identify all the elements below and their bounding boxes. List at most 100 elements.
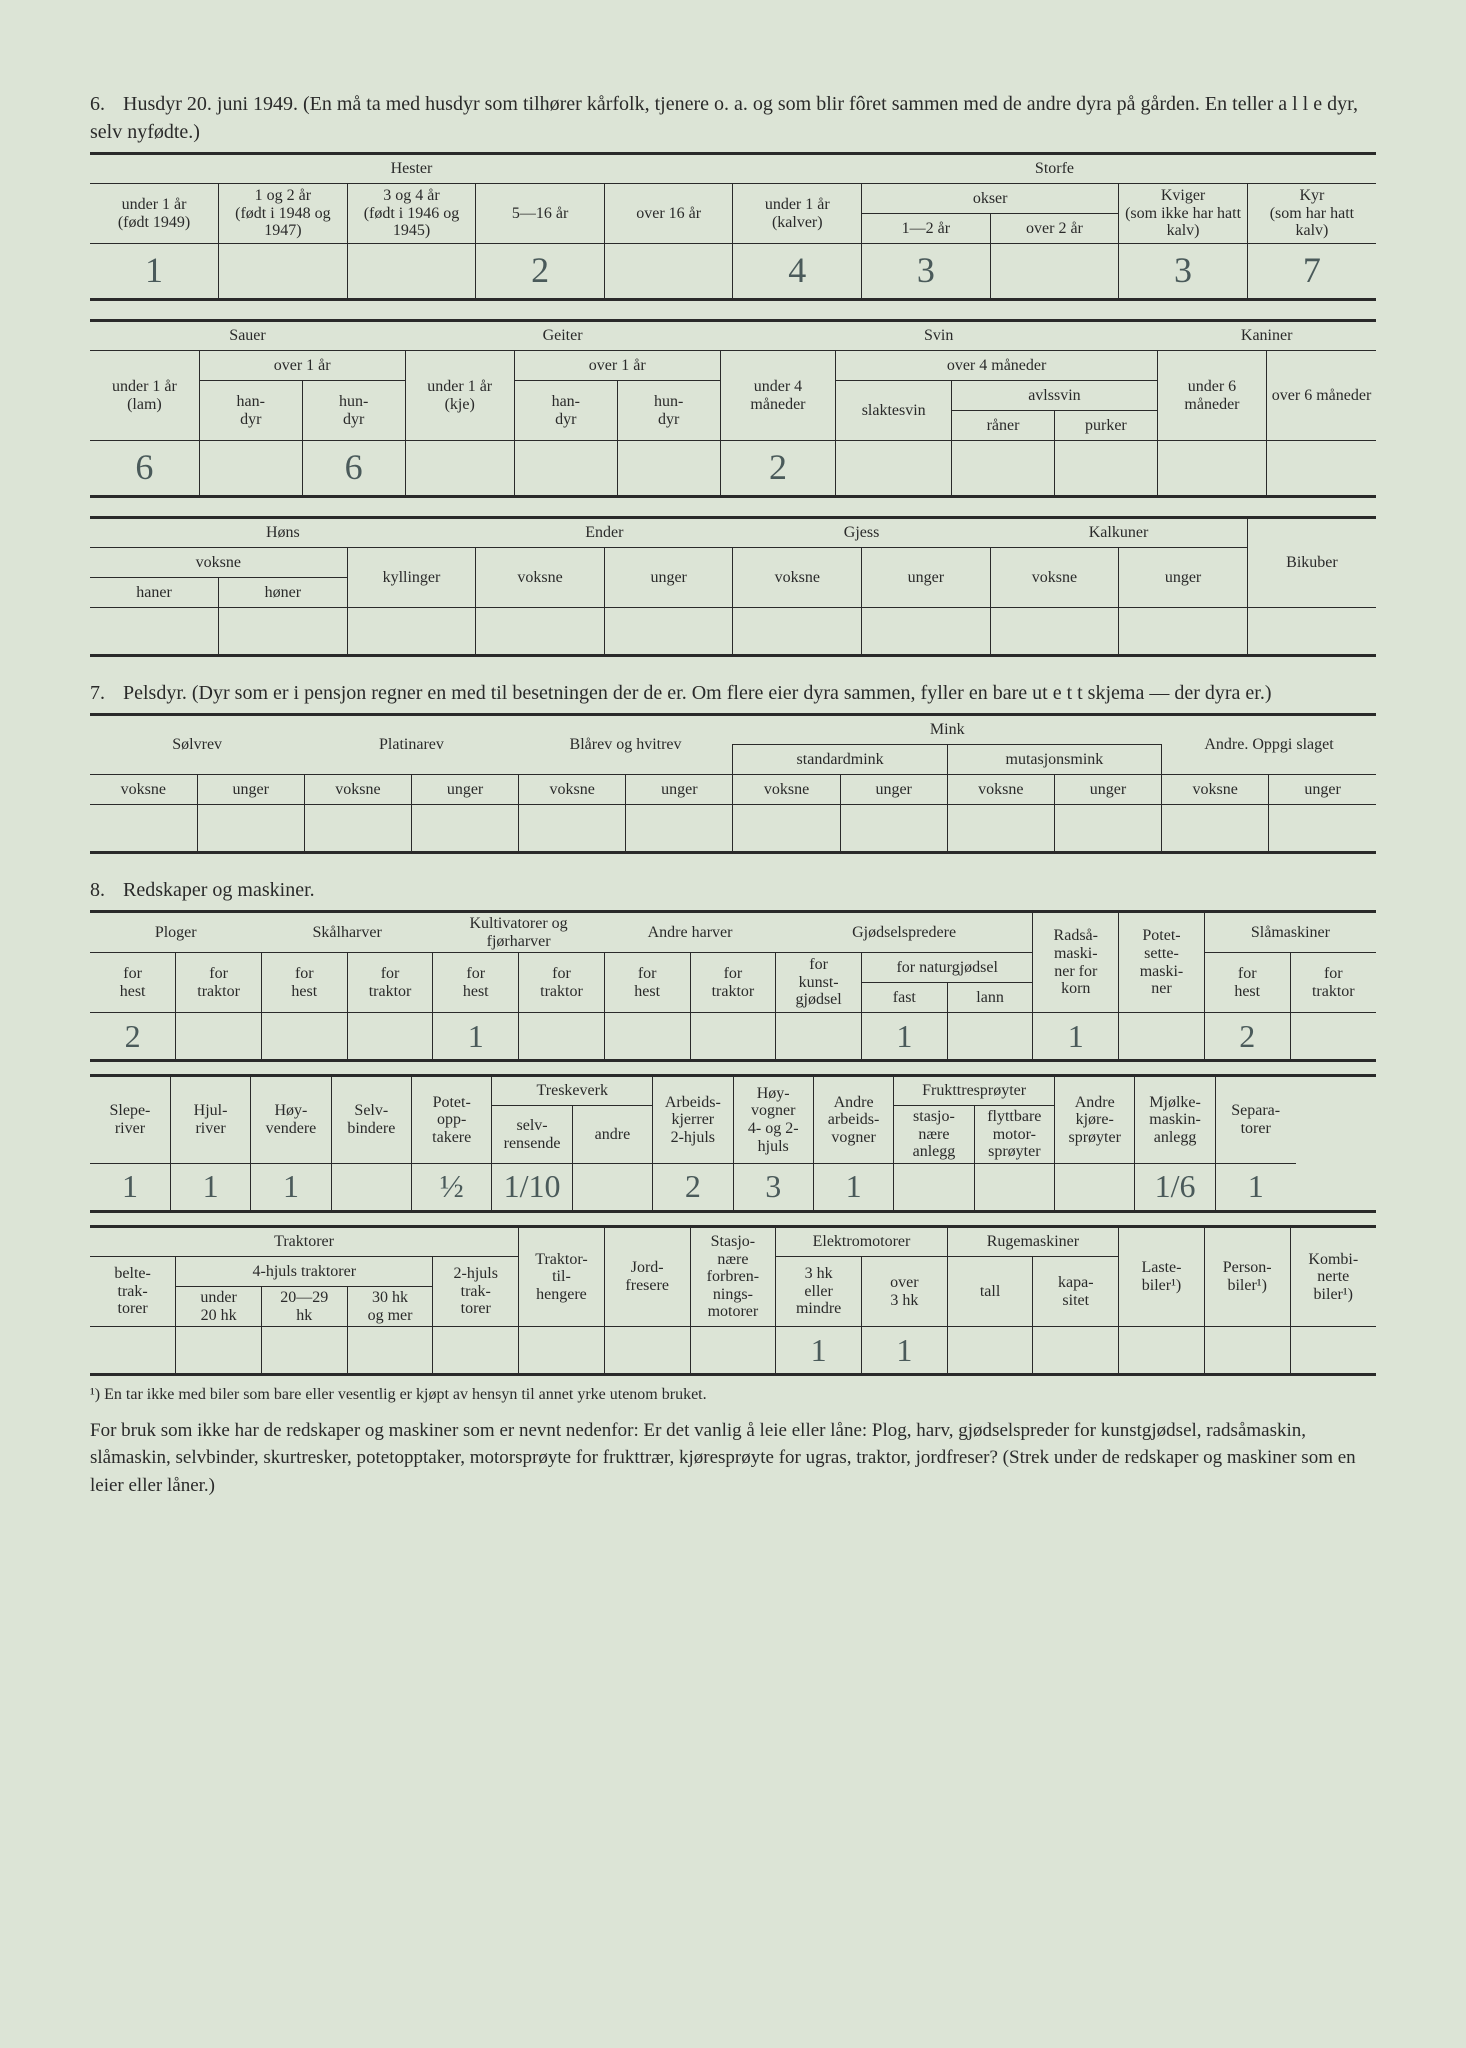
data-cell	[1267, 441, 1376, 497]
data-cell: 1	[170, 1163, 250, 1211]
hoyvendere: Høy-vendere	[251, 1076, 331, 1164]
data-cell	[733, 805, 840, 853]
data-cell: 1	[813, 1163, 893, 1211]
data-cell	[1119, 608, 1248, 656]
stasjo-anlegg: stasjo-næreanlegg	[894, 1106, 974, 1164]
forkunst: forkunst-gjødsel	[776, 953, 862, 1013]
data-cell	[1033, 1327, 1119, 1375]
selvrensende: selv-rensende	[492, 1106, 572, 1164]
forhest: forhest	[261, 953, 347, 1013]
selvbindere: Selv-bindere	[331, 1076, 411, 1164]
data-cell: 1	[1033, 1013, 1119, 1061]
data-cell	[405, 441, 514, 497]
data-cell	[90, 805, 197, 853]
ender-unger: unger	[604, 548, 733, 608]
voksne: voksne	[304, 775, 411, 805]
data-cell	[690, 1327, 776, 1375]
svin-u4: under 4 måneder	[720, 351, 836, 441]
forhest: forhest	[433, 953, 519, 1013]
mink: Mink	[733, 715, 1162, 745]
traktortilhengere: Traktor-til-hengere	[519, 1226, 605, 1326]
data-cell	[1119, 1013, 1205, 1061]
flyttbare: flyttbaremotor-sprøyter	[974, 1106, 1054, 1164]
slamaskiner: Slåmaskiner	[1204, 912, 1376, 953]
data-cell	[626, 805, 733, 853]
data-cell: 7	[1247, 244, 1376, 300]
haner: haner	[90, 578, 219, 608]
data-cell	[411, 805, 518, 853]
data-cell	[947, 1013, 1033, 1061]
data-cell	[261, 1327, 347, 1375]
unger: unger	[626, 775, 733, 805]
data-cell: 2	[653, 1163, 733, 1211]
geiter-hundyr: hun-dyr	[617, 381, 720, 441]
andreharver: Andre harver	[604, 912, 775, 953]
voksne: voksne	[90, 775, 197, 805]
avlssvin: avlssvin	[952, 381, 1158, 411]
svin-label: Svin	[720, 321, 1157, 351]
data-cell: 1/6	[1135, 1163, 1215, 1211]
voksne: voksne	[519, 775, 626, 805]
data-cell	[519, 805, 626, 853]
kalkuner-voksne: voksne	[990, 548, 1119, 608]
data-cell	[990, 608, 1119, 656]
unger: unger	[840, 775, 947, 805]
data-cell: 1	[90, 244, 219, 300]
voksne: voksne	[733, 775, 840, 805]
data-cell: 2	[90, 1013, 176, 1061]
potetsette: Potet-sette-maski-ner	[1119, 912, 1205, 1013]
kombinerte: Kombi-nertebiler¹)	[1290, 1226, 1376, 1326]
table-redskaper-3: Traktorer Traktor-til-hengere Jord-frese…	[90, 1225, 1376, 1376]
svin-over4: over 4 måneder	[836, 351, 1157, 381]
data-cell	[1247, 608, 1376, 656]
data-cell: 1	[861, 1327, 947, 1375]
hoyvogner: Høy-vogner4- og 2-hjuls	[733, 1076, 813, 1164]
traktorer: Traktorer	[90, 1226, 519, 1256]
kultivatorer: Kultivatorer og fjørharver	[433, 912, 604, 953]
treskeverk: Treskeverk	[492, 1076, 653, 1106]
elektromotorer: Elektromotorer	[776, 1226, 947, 1256]
andre-pelsdyr: Andre. Oppgi slaget	[1162, 715, 1376, 775]
section7-text: Pelsdyr. (Dyr som er i pensjon regner en…	[123, 682, 1272, 704]
table-poultry: Høns Ender Gjess Kalkuner Bikuber voksne…	[90, 516, 1376, 657]
data-cell	[1204, 1327, 1290, 1375]
data-cell: 1	[251, 1163, 331, 1211]
hester-c3: 3 og 4 år(født i 1946 og 1945)	[347, 184, 476, 244]
gjess-unger: unger	[862, 548, 991, 608]
kaniner-u6: under 6 måneder	[1157, 351, 1266, 441]
table-pelsdyr: Sølvrev Platinarev Blårev og hvitrev Min…	[90, 713, 1376, 854]
rugemaskiner: Rugemaskiner	[947, 1226, 1118, 1256]
fourhjuls: 4-hjuls traktorer	[176, 1256, 433, 1286]
table-sauer-geiter-svin-kaniner: Sauer Geiter Svin Kaniner under 1 år(lam…	[90, 319, 1376, 498]
skalharver: Skålharver	[261, 912, 432, 953]
data-cell: 3	[733, 1163, 813, 1211]
data-cell	[347, 1327, 433, 1375]
section6-num: 6.	[90, 90, 118, 118]
under20hk: under20 hk	[176, 1286, 262, 1326]
okser-1-2: 1—2 år	[862, 214, 991, 244]
fortraktor: fortraktor	[519, 953, 605, 1013]
andrearbeidsvogner: Andrearbeids-vogner	[813, 1076, 893, 1164]
platinarev: Platinarev	[304, 715, 518, 775]
data-cell	[519, 1013, 605, 1061]
radsa: Radså-maski-ner forkorn	[1033, 912, 1119, 1013]
data-cell: ½	[412, 1163, 492, 1211]
data-cell	[347, 608, 476, 656]
stasjonare: Stasjo-næreforbren-nings-motorer	[690, 1226, 776, 1326]
data-cell: 1	[861, 1013, 947, 1061]
data-cell	[1157, 441, 1266, 497]
data-cell	[261, 1013, 347, 1061]
census-form-page: 6. Husdyr 20. juni 1949. (En må ta med h…	[0, 0, 1466, 2048]
ploger: Ploger	[90, 912, 261, 953]
solvrev: Sølvrev	[90, 715, 304, 775]
blarev: Blårev og hvitrev	[519, 715, 733, 775]
section7-title: 7. Pelsdyr. (Dyr som er i pensjon regner…	[90, 679, 1376, 707]
table-hester-storfe: Hester Storfe under 1 år(født 1949) 1 og…	[90, 152, 1376, 301]
data-cell	[476, 608, 605, 656]
data-cell	[90, 608, 219, 656]
tall: tall	[947, 1256, 1033, 1326]
raner: råner	[952, 411, 1055, 441]
andrekjoresproyter: Andrekjøre-sprøyter	[1055, 1076, 1135, 1164]
okser-over2: over 2 år	[990, 214, 1119, 244]
section6-text: Husdyr 20. juni 1949. (En må ta med husd…	[90, 93, 1358, 143]
